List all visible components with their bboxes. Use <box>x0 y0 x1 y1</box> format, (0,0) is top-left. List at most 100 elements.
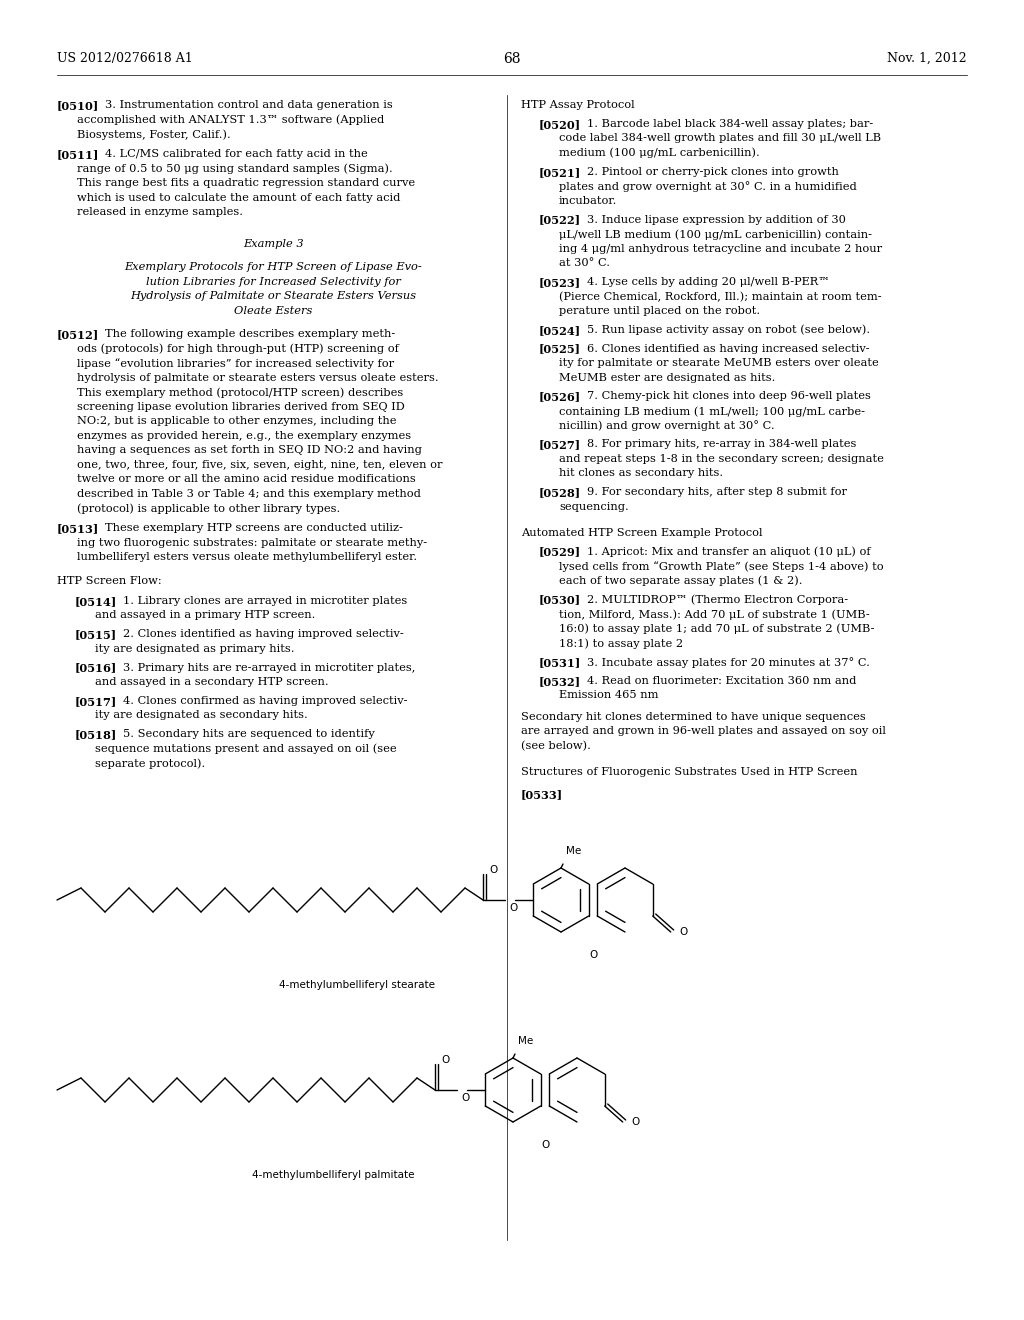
Text: and assayed in a primary HTP screen.: and assayed in a primary HTP screen. <box>95 610 315 620</box>
Text: Hydrolysis of Palmitate or Stearate Esters Versus: Hydrolysis of Palmitate or Stearate Este… <box>130 292 416 301</box>
Text: O: O <box>441 1055 450 1065</box>
Text: 3. Instrumentation control and data generation is: 3. Instrumentation control and data gene… <box>105 100 393 110</box>
Text: O: O <box>541 1140 549 1150</box>
Text: [0512]: [0512] <box>57 329 99 341</box>
Text: This range best fits a quadratic regression standard curve: This range best fits a quadratic regress… <box>77 178 415 189</box>
Text: [0522]: [0522] <box>539 215 582 226</box>
Text: Me: Me <box>566 846 582 855</box>
Text: These exemplary HTP screens are conducted utiliz-: These exemplary HTP screens are conducte… <box>105 524 402 533</box>
Text: at 30° C.: at 30° C. <box>559 257 610 268</box>
Text: O: O <box>680 927 688 937</box>
Text: Oleate Esters: Oleate Esters <box>233 306 312 315</box>
Text: 68: 68 <box>503 51 521 66</box>
Text: and repeat steps 1-8 in the secondary screen; designate: and repeat steps 1-8 in the secondary sc… <box>559 454 884 463</box>
Text: are arrayed and grown in 96-well plates and assayed on soy oil: are arrayed and grown in 96-well plates … <box>521 726 886 737</box>
Text: The following example describes exemplary meth-: The following example describes exemplar… <box>105 329 395 339</box>
Text: perature until placed on the robot.: perature until placed on the robot. <box>559 306 760 315</box>
Text: 4. Read on fluorimeter: Excitation 360 nm and: 4. Read on fluorimeter: Excitation 360 n… <box>587 676 856 685</box>
Text: Biosystems, Foster, Calif.).: Biosystems, Foster, Calif.). <box>77 129 230 140</box>
Text: μL/well LB medium (100 μg/mL carbenicillin) contain-: μL/well LB medium (100 μg/mL carbenicill… <box>559 230 872 240</box>
Text: [0531]: [0531] <box>539 657 582 668</box>
Text: 4-methylumbelliferyl stearate: 4-methylumbelliferyl stearate <box>279 979 435 990</box>
Text: (see below).: (see below). <box>521 741 591 751</box>
Text: (protocol) is applicable to other library types.: (protocol) is applicable to other librar… <box>77 503 340 513</box>
Text: lipase “evolution libraries” for increased selectivity for: lipase “evolution libraries” for increas… <box>77 358 394 368</box>
Text: nicillin) and grow overnight at 30° C.: nicillin) and grow overnight at 30° C. <box>559 421 774 432</box>
Text: O: O <box>461 1093 469 1104</box>
Text: US 2012/0276618 A1: US 2012/0276618 A1 <box>57 51 193 65</box>
Text: Me: Me <box>518 1036 534 1045</box>
Text: [0511]: [0511] <box>57 149 99 160</box>
Text: 9. For secondary hits, after step 8 submit for: 9. For secondary hits, after step 8 subm… <box>587 487 847 498</box>
Text: separate protocol).: separate protocol). <box>95 758 205 768</box>
Text: O: O <box>589 950 597 960</box>
Text: one, two, three, four, five, six, seven, eight, nine, ten, eleven or: one, two, three, four, five, six, seven,… <box>77 459 442 470</box>
Text: accomplished with ANALYST 1.3™ software (Applied: accomplished with ANALYST 1.3™ software … <box>77 115 384 125</box>
Text: 18:1) to assay plate 2: 18:1) to assay plate 2 <box>559 638 683 648</box>
Text: [0524]: [0524] <box>539 325 582 335</box>
Text: [0516]: [0516] <box>75 663 118 673</box>
Text: released in enzyme samples.: released in enzyme samples. <box>77 207 243 218</box>
Text: sequence mutations present and assayed on oil (see: sequence mutations present and assayed o… <box>95 743 396 754</box>
Text: NO:2, but is applicable to other enzymes, including the: NO:2, but is applicable to other enzymes… <box>77 416 396 426</box>
Text: 4-methylumbelliferyl palmitate: 4-methylumbelliferyl palmitate <box>252 1170 415 1180</box>
Text: ing two fluorogenic substrates: palmitate or stearate methy-: ing two fluorogenic substrates: palmitat… <box>77 539 427 548</box>
Text: Nov. 1, 2012: Nov. 1, 2012 <box>888 51 967 65</box>
Text: [0520]: [0520] <box>539 119 582 129</box>
Text: ity are designated as primary hits.: ity are designated as primary hits. <box>95 644 295 653</box>
Text: [0514]: [0514] <box>75 595 118 607</box>
Text: Exemplary Protocols for HTP Screen of Lipase Evo-: Exemplary Protocols for HTP Screen of Li… <box>124 263 422 272</box>
Text: each of two separate assay plates (1 & 2).: each of two separate assay plates (1 & 2… <box>559 576 803 586</box>
Text: incubator.: incubator. <box>559 195 617 206</box>
Text: [0518]: [0518] <box>75 729 118 741</box>
Text: which is used to calculate the amount of each fatty acid: which is used to calculate the amount of… <box>77 193 400 203</box>
Text: twelve or more or all the amino acid residue modifications: twelve or more or all the amino acid res… <box>77 474 416 484</box>
Text: 4. Lyse cells by adding 20 μl/well B-PER™: 4. Lyse cells by adding 20 μl/well B-PER… <box>587 277 829 286</box>
Text: tion, Milford, Mass.): Add 70 μL of substrate 1 (UMB-: tion, Milford, Mass.): Add 70 μL of subs… <box>559 609 869 619</box>
Text: enzymes as provided herein, e.g., the exemplary enzymes: enzymes as provided herein, e.g., the ex… <box>77 430 411 441</box>
Text: (Pierce Chemical, Rockford, Ill.); maintain at room tem-: (Pierce Chemical, Rockford, Ill.); maint… <box>559 292 882 302</box>
Text: Emission 465 nm: Emission 465 nm <box>559 690 658 700</box>
Text: medium (100 μg/mL carbenicillin).: medium (100 μg/mL carbenicillin). <box>559 148 760 158</box>
Text: 8. For primary hits, re-array in 384-well plates: 8. For primary hits, re-array in 384-wel… <box>587 440 856 449</box>
Text: [0533]: [0533] <box>521 789 563 800</box>
Text: 5. Run lipase activity assay on robot (see below).: 5. Run lipase activity assay on robot (s… <box>587 325 870 335</box>
Text: containing LB medium (1 mL/well; 100 μg/mL carbe-: containing LB medium (1 mL/well; 100 μg/… <box>559 407 865 417</box>
Text: [0526]: [0526] <box>539 392 582 403</box>
Text: MeUMB ester are designated as hits.: MeUMB ester are designated as hits. <box>559 372 775 383</box>
Text: 2. MULTIDROP™ (Thermo Electron Corpora-: 2. MULTIDROP™ (Thermo Electron Corpora- <box>587 594 848 605</box>
Text: 6. Clones identified as having increased selectiv-: 6. Clones identified as having increased… <box>587 343 869 354</box>
Text: [0510]: [0510] <box>57 100 99 111</box>
Text: ods (protocols) for high through-put (HTP) screening of: ods (protocols) for high through-put (HT… <box>77 343 399 354</box>
Text: 1. Library clones are arrayed in microtiter plates: 1. Library clones are arrayed in microti… <box>123 595 408 606</box>
Text: Automated HTP Screen Example Protocol: Automated HTP Screen Example Protocol <box>521 528 763 537</box>
Text: [0523]: [0523] <box>539 277 582 288</box>
Text: O: O <box>632 1117 640 1127</box>
Text: 7. Chemy-pick hit clones into deep 96-well plates: 7. Chemy-pick hit clones into deep 96-we… <box>587 392 870 401</box>
Text: ity for palmitate or stearate MeUMB esters over oleate: ity for palmitate or stearate MeUMB este… <box>559 358 879 368</box>
Text: [0532]: [0532] <box>539 676 582 686</box>
Text: [0513]: [0513] <box>57 524 99 535</box>
Text: lumbelliferyl esters versus oleate methylumbelliferyl ester.: lumbelliferyl esters versus oleate methy… <box>77 552 417 562</box>
Text: [0527]: [0527] <box>539 440 582 450</box>
Text: O: O <box>488 865 497 875</box>
Text: range of 0.5 to 50 μg using standard samples (Sigma).: range of 0.5 to 50 μg using standard sam… <box>77 164 393 174</box>
Text: and assayed in a secondary HTP screen.: and assayed in a secondary HTP screen. <box>95 677 329 688</box>
Text: O: O <box>509 903 517 913</box>
Text: Example 3: Example 3 <box>243 239 303 249</box>
Text: 2. Pintool or cherry-pick clones into growth: 2. Pintool or cherry-pick clones into gr… <box>587 166 839 177</box>
Text: 2. Clones identified as having improved selectiv-: 2. Clones identified as having improved … <box>123 630 403 639</box>
Text: [0525]: [0525] <box>539 343 581 355</box>
Text: Structures of Fluorogenic Substrates Used in HTP Screen: Structures of Fluorogenic Substrates Use… <box>521 767 857 777</box>
Text: [0528]: [0528] <box>539 487 582 498</box>
Text: HTP Screen Flow:: HTP Screen Flow: <box>57 576 162 586</box>
Text: ity are designated as secondary hits.: ity are designated as secondary hits. <box>95 710 308 721</box>
Text: 3. Primary hits are re-arrayed in microtiter plates,: 3. Primary hits are re-arrayed in microt… <box>123 663 416 673</box>
Text: HTP Assay Protocol: HTP Assay Protocol <box>521 100 635 110</box>
Text: [0530]: [0530] <box>539 594 582 606</box>
Text: 4. LC/MS calibrated for each fatty acid in the: 4. LC/MS calibrated for each fatty acid … <box>105 149 368 160</box>
Text: plates and grow overnight at 30° C. in a humidified: plates and grow overnight at 30° C. in a… <box>559 181 857 193</box>
Text: 4. Clones confirmed as having improved selectiv-: 4. Clones confirmed as having improved s… <box>123 696 408 706</box>
Text: ing 4 μg/ml anhydrous tetracycline and incubate 2 hour: ing 4 μg/ml anhydrous tetracycline and i… <box>559 244 882 253</box>
Text: 3. Incubate assay plates for 20 minutes at 37° C.: 3. Incubate assay plates for 20 minutes … <box>587 657 869 668</box>
